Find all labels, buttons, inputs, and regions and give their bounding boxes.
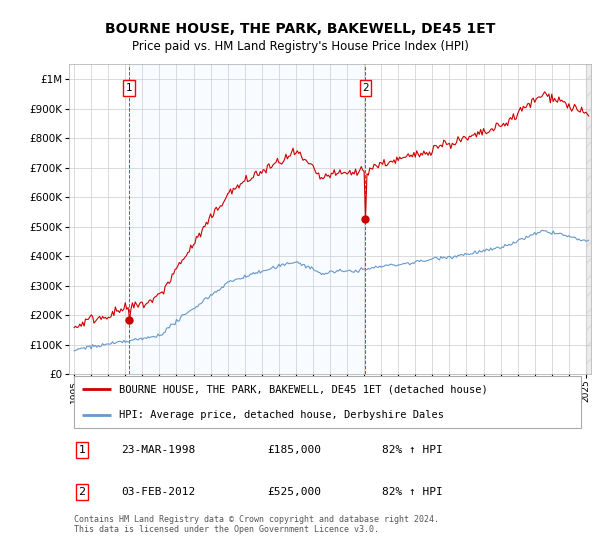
Text: 1: 1 [126,83,133,93]
Text: 82% ↑ HPI: 82% ↑ HPI [382,487,443,497]
Text: Contains HM Land Registry data © Crown copyright and database right 2024.
This d: Contains HM Land Registry data © Crown c… [74,515,439,534]
FancyBboxPatch shape [74,376,581,428]
Bar [129,64,365,374]
Text: 82% ↑ HPI: 82% ↑ HPI [382,445,443,455]
Text: BOURNE HOUSE, THE PARK, BAKEWELL, DE45 1ET (detached house): BOURNE HOUSE, THE PARK, BAKEWELL, DE45 1… [119,384,487,394]
Text: BOURNE HOUSE, THE PARK, BAKEWELL, DE45 1ET: BOURNE HOUSE, THE PARK, BAKEWELL, DE45 1… [105,22,495,36]
Text: £525,000: £525,000 [268,487,322,497]
Text: 2: 2 [362,83,369,93]
Text: 03-FEB-2012: 03-FEB-2012 [121,487,196,497]
Text: Price paid vs. HM Land Registry's House Price Index (HPI): Price paid vs. HM Land Registry's House … [131,40,469,53]
Text: 1: 1 [79,445,86,455]
Text: HPI: Average price, detached house, Derbyshire Dales: HPI: Average price, detached house, Derb… [119,410,443,421]
Text: £185,000: £185,000 [268,445,322,455]
Bar [586,64,595,374]
Text: 23-MAR-1998: 23-MAR-1998 [121,445,196,455]
Text: 2: 2 [79,487,86,497]
